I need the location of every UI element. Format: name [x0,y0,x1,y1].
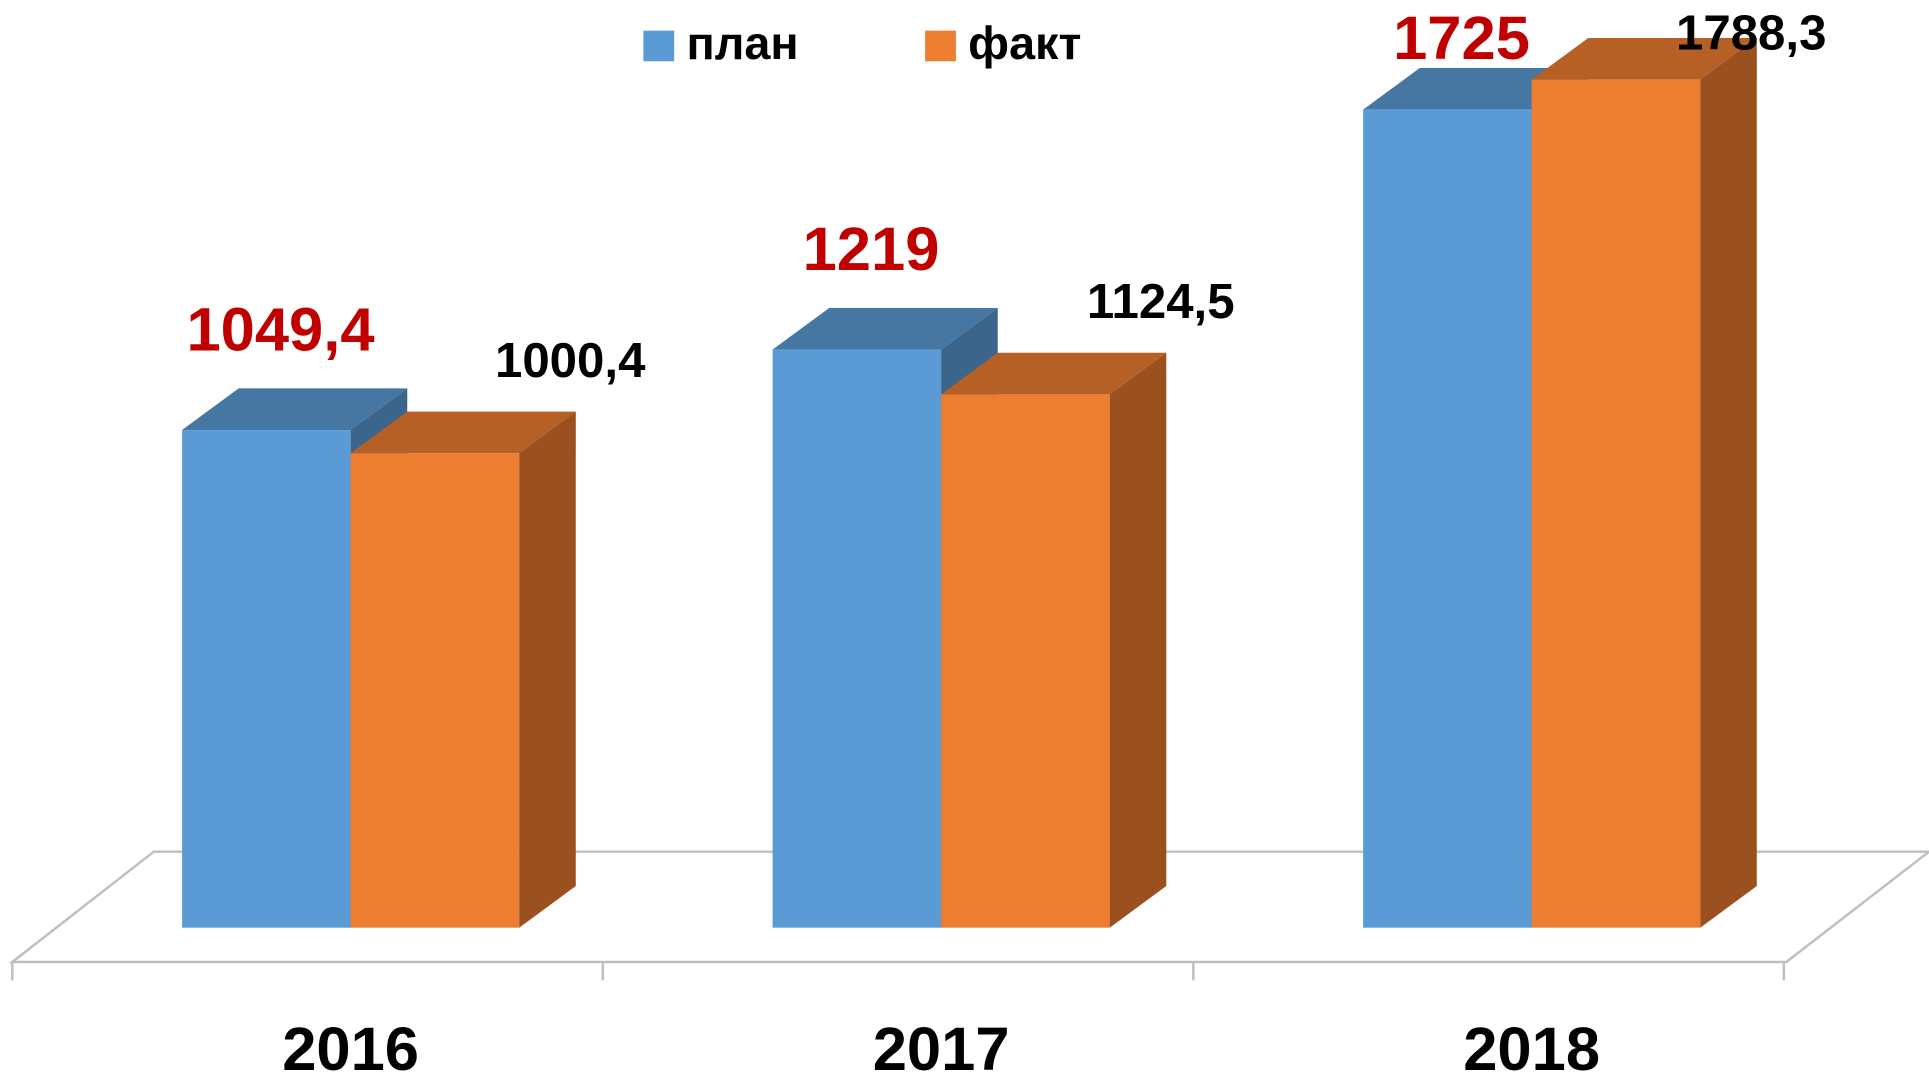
value-label: 1788,3 [1676,7,1827,61]
bar [182,430,351,928]
legend-swatch [643,30,675,62]
value-label: 1000,4 [495,334,646,388]
bar-top-shade [1531,37,1757,80]
bar-top [182,388,408,431]
bar [1531,79,1701,928]
bar-top [941,352,1167,395]
bar-side-shade [519,411,576,928]
value-label: 1219 [803,215,940,284]
value-label: 1124,5 [1087,275,1235,329]
bar-top [1531,37,1757,80]
bar-top-shade [350,411,576,454]
bar-side [1109,352,1167,928]
bar [941,394,1110,928]
bar-top-shade [772,307,998,350]
bar-top [772,307,998,350]
bar-top-shade [941,352,1167,395]
bar-top [350,411,576,454]
x-tick-label: 2017 [873,1015,1010,1084]
bar [772,349,942,928]
x-tick-label: 2016 [282,1015,419,1084]
bar-side-shade [1700,37,1757,928]
bar [350,453,520,928]
x-tick-label: 2018 [1463,1015,1600,1084]
value-label: 1725 [1393,4,1530,73]
bar-side [519,411,576,928]
legend-label: план [686,17,798,69]
bar [1363,109,1532,928]
value-label: 1049,4 [186,296,374,365]
bar-side-shade [1109,352,1167,928]
bar-side [1700,37,1757,928]
bar-top-shade [182,388,408,431]
legend-swatch [925,30,956,62]
legend-label: факт [968,17,1081,69]
